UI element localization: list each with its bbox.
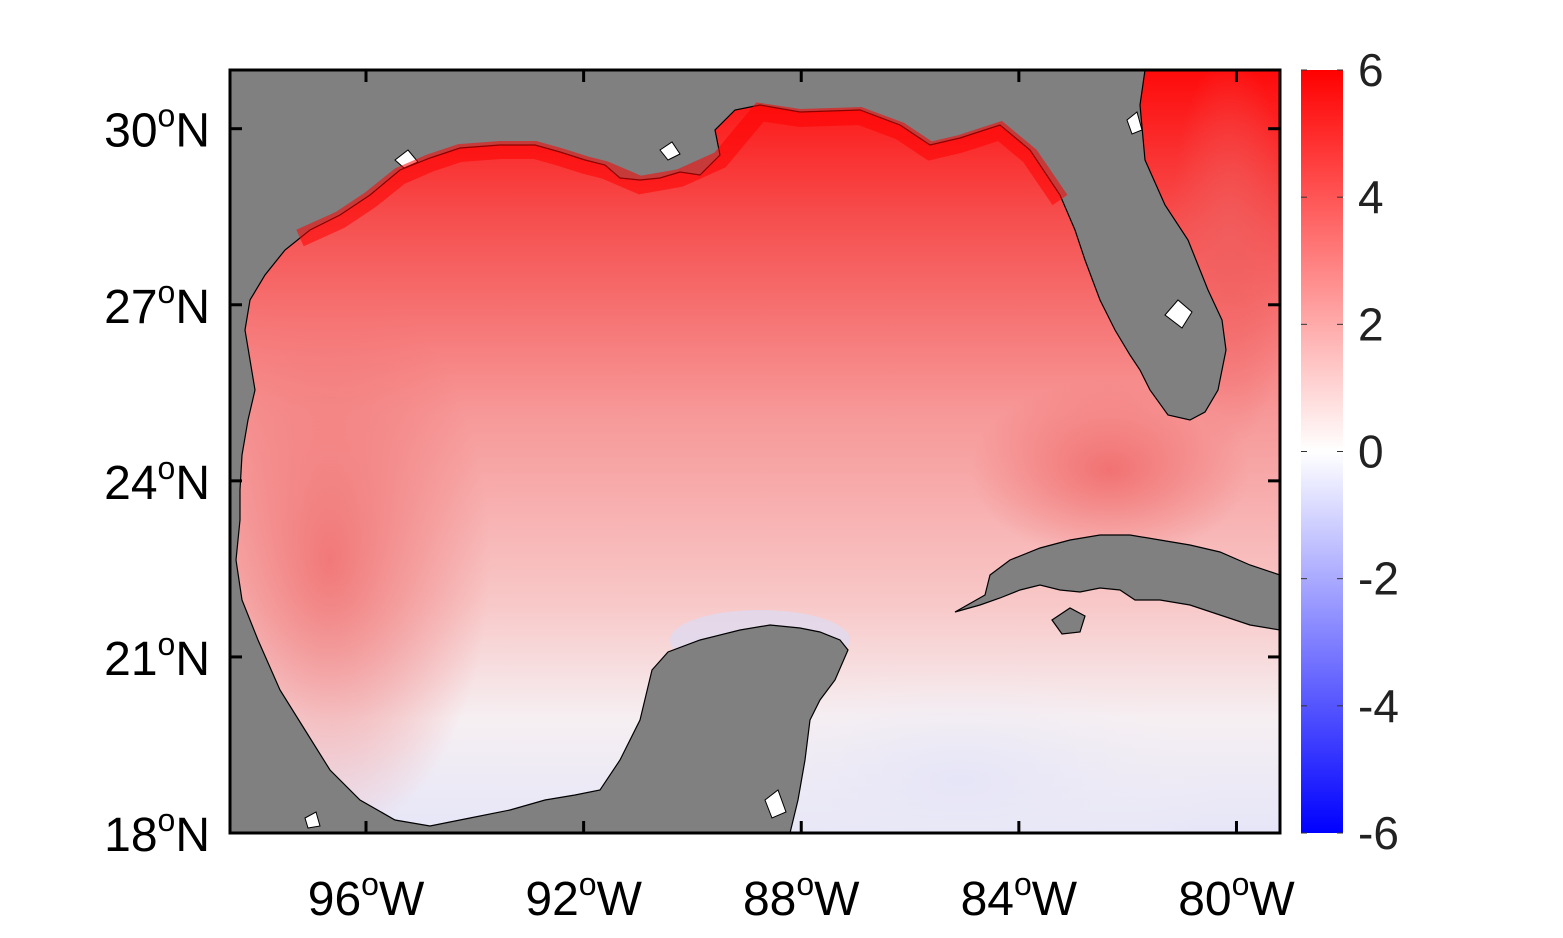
latitude-tick-label: 18oN <box>104 802 210 862</box>
coastal-no-data-patch <box>1126 111 1143 135</box>
colorbar-ticks: 6 4 2 0 -2 -4 -6 <box>1301 44 1399 859</box>
latitude-tick-label: 30oN <box>104 98 210 158</box>
isla-de-la-juventud-land <box>1051 607 1086 635</box>
latitude-tick-label: 27oN <box>104 274 210 334</box>
colorbar-tick-label: -2 <box>1358 553 1399 605</box>
colorbar-tick-label: 4 <box>1358 171 1384 223</box>
map-plot-area <box>230 70 1280 833</box>
latitude-tick-label: 24oN <box>104 450 210 510</box>
longitude-tick-label: 96oW <box>308 866 425 926</box>
colorbar <box>1301 70 1343 833</box>
longitude-axis: 96oW 92oW 88oW 84oW 80oW <box>308 70 1295 926</box>
cuba-land <box>954 534 1280 631</box>
colorbar-tick-label: -6 <box>1358 807 1399 859</box>
longitude-tick-label: 80oW <box>1178 866 1295 926</box>
map-frame <box>228 68 1282 835</box>
longitude-tick-label: 84oW <box>961 866 1078 926</box>
latitude-tick-label: 21oN <box>104 626 210 686</box>
colorbar-tick-label: 6 <box>1358 44 1384 96</box>
caribbean-cool-anomaly <box>700 670 1220 833</box>
western-gulf-warm-anomaly <box>230 280 490 833</box>
longitude-tick-label: 88oW <box>743 866 860 926</box>
lake-okeechobee <box>1164 299 1193 329</box>
latitude-axis: 30oN 27oN 24oN 21oN 18oN <box>104 98 1280 862</box>
colorbar-tick-label: -4 <box>1358 680 1399 732</box>
coastal-no-data-patch <box>764 789 787 819</box>
longitude-tick-label: 92oW <box>525 866 642 926</box>
colorbar-tick-label: 0 <box>1358 426 1384 478</box>
coastal-no-data-patch <box>659 141 681 161</box>
colorbar-tick-label: 2 <box>1358 298 1384 350</box>
coastal-no-data-patch <box>304 811 321 829</box>
eastern-gulf-warm-anomaly <box>970 380 1250 560</box>
northern-shelf-warm-band <box>296 102 1068 247</box>
